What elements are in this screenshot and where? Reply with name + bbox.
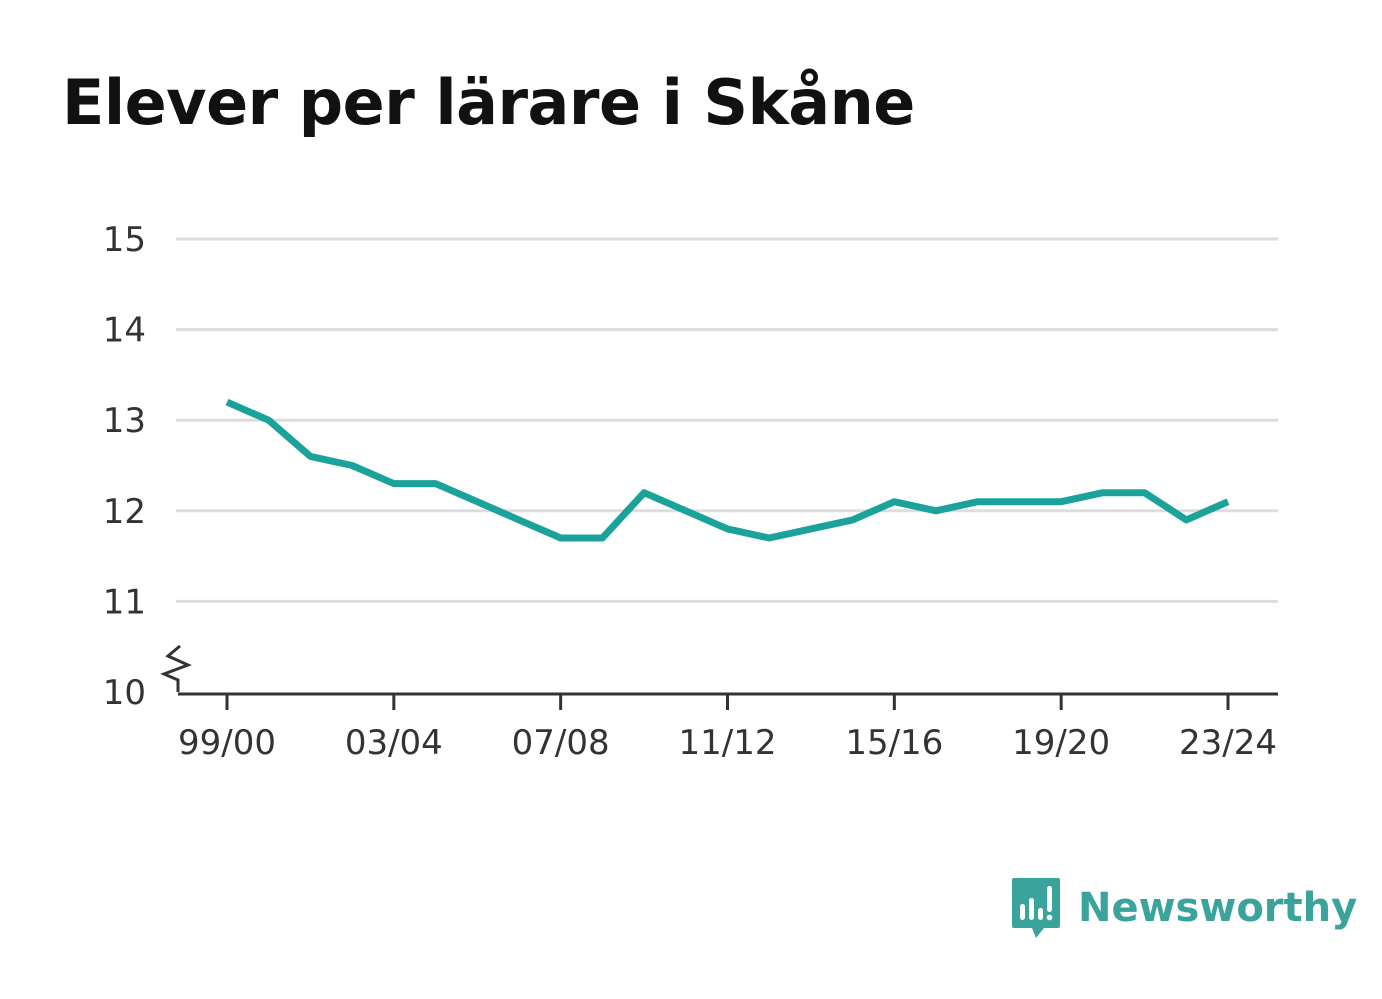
brand-name: Newsworthy xyxy=(1078,885,1358,931)
x-tick-label: 19/20 xyxy=(1012,723,1110,763)
x-tick-label: 15/16 xyxy=(845,723,943,763)
series-line xyxy=(225,398,1230,542)
grid-lines xyxy=(176,237,1278,603)
x-axis-ticks: 99/00 03/04 07/08 11/12 15/16 19/20 23/24 xyxy=(178,694,1277,763)
x-tick-label: 11/12 xyxy=(679,723,777,763)
x-axis xyxy=(159,644,1278,696)
brand: Newsworthy xyxy=(1010,876,1357,940)
y-tick-label: 11 xyxy=(103,582,146,622)
y-tick-label: 14 xyxy=(103,311,146,351)
y-tick-label: 12 xyxy=(103,492,146,532)
y-axis-ticks: 10 11 12 13 14 15 xyxy=(103,220,146,713)
newsworthy-logo-icon xyxy=(1012,878,1060,938)
series-layer xyxy=(225,398,1230,542)
x-tick-label: 03/04 xyxy=(345,723,443,763)
chart-title: Elever per lärare i Skåne xyxy=(62,66,915,139)
x-tick-label: 23/24 xyxy=(1179,723,1277,763)
x-tick-label: 99/00 xyxy=(178,723,276,763)
y-tick-label: 13 xyxy=(103,401,146,441)
y-axis-break-icon xyxy=(159,644,192,692)
y-tick-label: 10 xyxy=(103,673,146,713)
x-tick-label: 07/08 xyxy=(512,723,610,763)
y-tick-label: 15 xyxy=(103,220,146,260)
